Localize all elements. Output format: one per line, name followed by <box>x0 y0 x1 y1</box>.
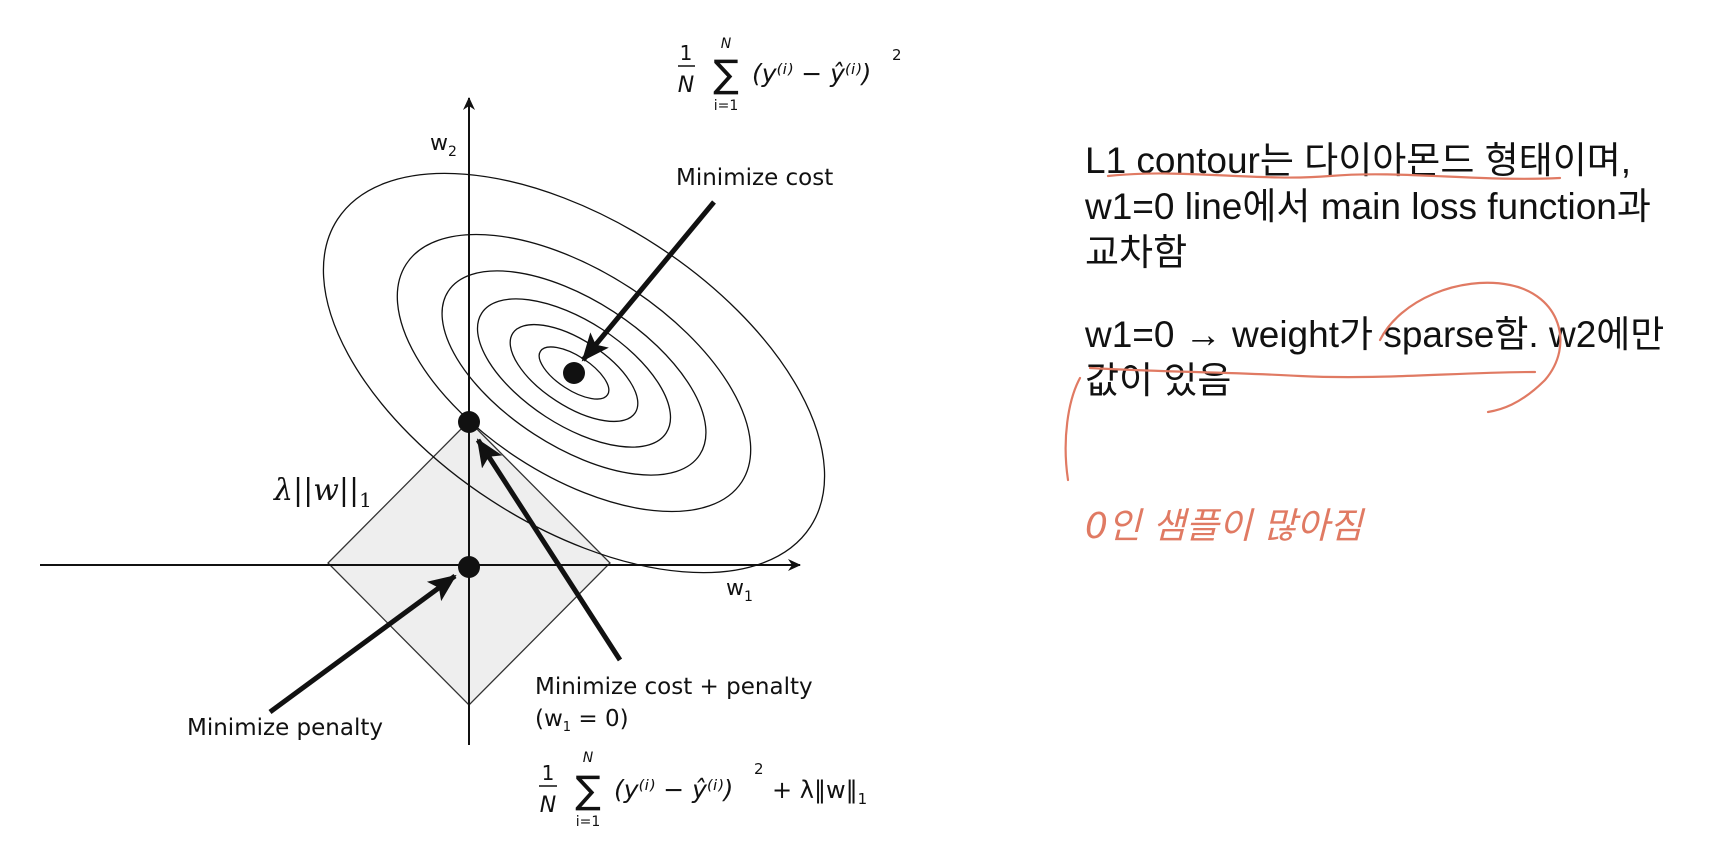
underline-stroke <box>1088 366 1537 379</box>
svg-text:(y⁽ⁱ⁾ − ŷ⁽ⁱ⁾): (y⁽ⁱ⁾ − ŷ⁽ⁱ⁾) <box>614 775 733 804</box>
contour-ellipse <box>396 233 752 513</box>
svg-text:∑: ∑ <box>713 52 739 96</box>
penalty-minimum-point <box>458 556 480 578</box>
arrow-to-penalty-minimum <box>268 573 457 715</box>
minimize-cost-label: Minimize cost <box>676 165 833 191</box>
svg-text:i=1: i=1 <box>714 98 739 114</box>
svg-text:i=1: i=1 <box>576 814 601 830</box>
note-line: w1=0 → weight가 sparse함. w2에만 <box>1085 314 1665 355</box>
w1-axis-label: w1 <box>726 576 753 605</box>
cost-plus-penalty-formula: 1 N N ∑ i=1 (y⁽ⁱ⁾ − ŷ⁽ⁱ⁾) 2 + λ‖w‖1 <box>539 750 867 830</box>
cost-minimum-point <box>563 362 585 384</box>
arrow-to-cost-minimum <box>581 200 716 362</box>
cost-contours <box>322 172 826 574</box>
svg-text:2: 2 <box>892 46 902 64</box>
contour-ellipse <box>441 270 707 476</box>
svg-text:(y⁽ⁱ⁾ − ŷ⁽ⁱ⁾): (y⁽ⁱ⁾ − ŷ⁽ⁱ⁾) <box>752 59 871 88</box>
svg-text:2: 2 <box>754 760 764 778</box>
cost-penalty-optimum-point <box>458 411 480 433</box>
svg-text:1: 1 <box>542 761 555 785</box>
bracket-stroke <box>1064 376 1082 482</box>
contour-ellipse <box>322 172 826 574</box>
handwritten-note: 0인 샘플이 많아짐 <box>1085 506 1366 547</box>
note-line: 값이 있음 <box>1085 360 1232 401</box>
arrow-to-combined-optimum <box>475 438 623 662</box>
w2-axis-label: w2 <box>430 131 457 160</box>
svg-text:N: N <box>540 793 556 818</box>
svg-text:∑: ∑ <box>575 768 601 812</box>
cost-formula: 1 N N ∑ i=1 (y⁽ⁱ⁾ − ŷ⁽ⁱ⁾) 2 <box>678 36 902 114</box>
note-line: 교차함 <box>1085 232 1188 273</box>
underline-stroke <box>1106 172 1562 180</box>
svg-text:N: N <box>583 750 594 766</box>
handwritten-annotations: 0인 샘플이 많아짐 <box>1064 172 1562 547</box>
penalty-term-label: λ||w||1 <box>273 473 372 512</box>
minimize-cost-penalty-label: Minimize cost + penalty <box>535 674 813 700</box>
w1-zero-label: (w1 = 0) <box>535 706 629 735</box>
svg-text:+ λ‖w‖1: + λ‖w‖1 <box>772 776 867 808</box>
contour-ellipse <box>476 298 672 448</box>
svg-text:N: N <box>721 36 732 52</box>
l1-regularization-diagram: w2 w1 Minimize cost Minimize penalty Min… <box>40 36 902 830</box>
note-line: w1=0 line에서 main loss function과 <box>1085 186 1651 227</box>
svg-text:N: N <box>678 73 694 98</box>
note-paragraph-2: w1=0 → weight가 sparse함. w2에만 값이 있음 <box>1085 312 1695 404</box>
svg-text:1: 1 <box>680 41 693 65</box>
minimize-penalty-label: Minimize penalty <box>187 715 383 741</box>
circle-stroke <box>1378 281 1562 414</box>
